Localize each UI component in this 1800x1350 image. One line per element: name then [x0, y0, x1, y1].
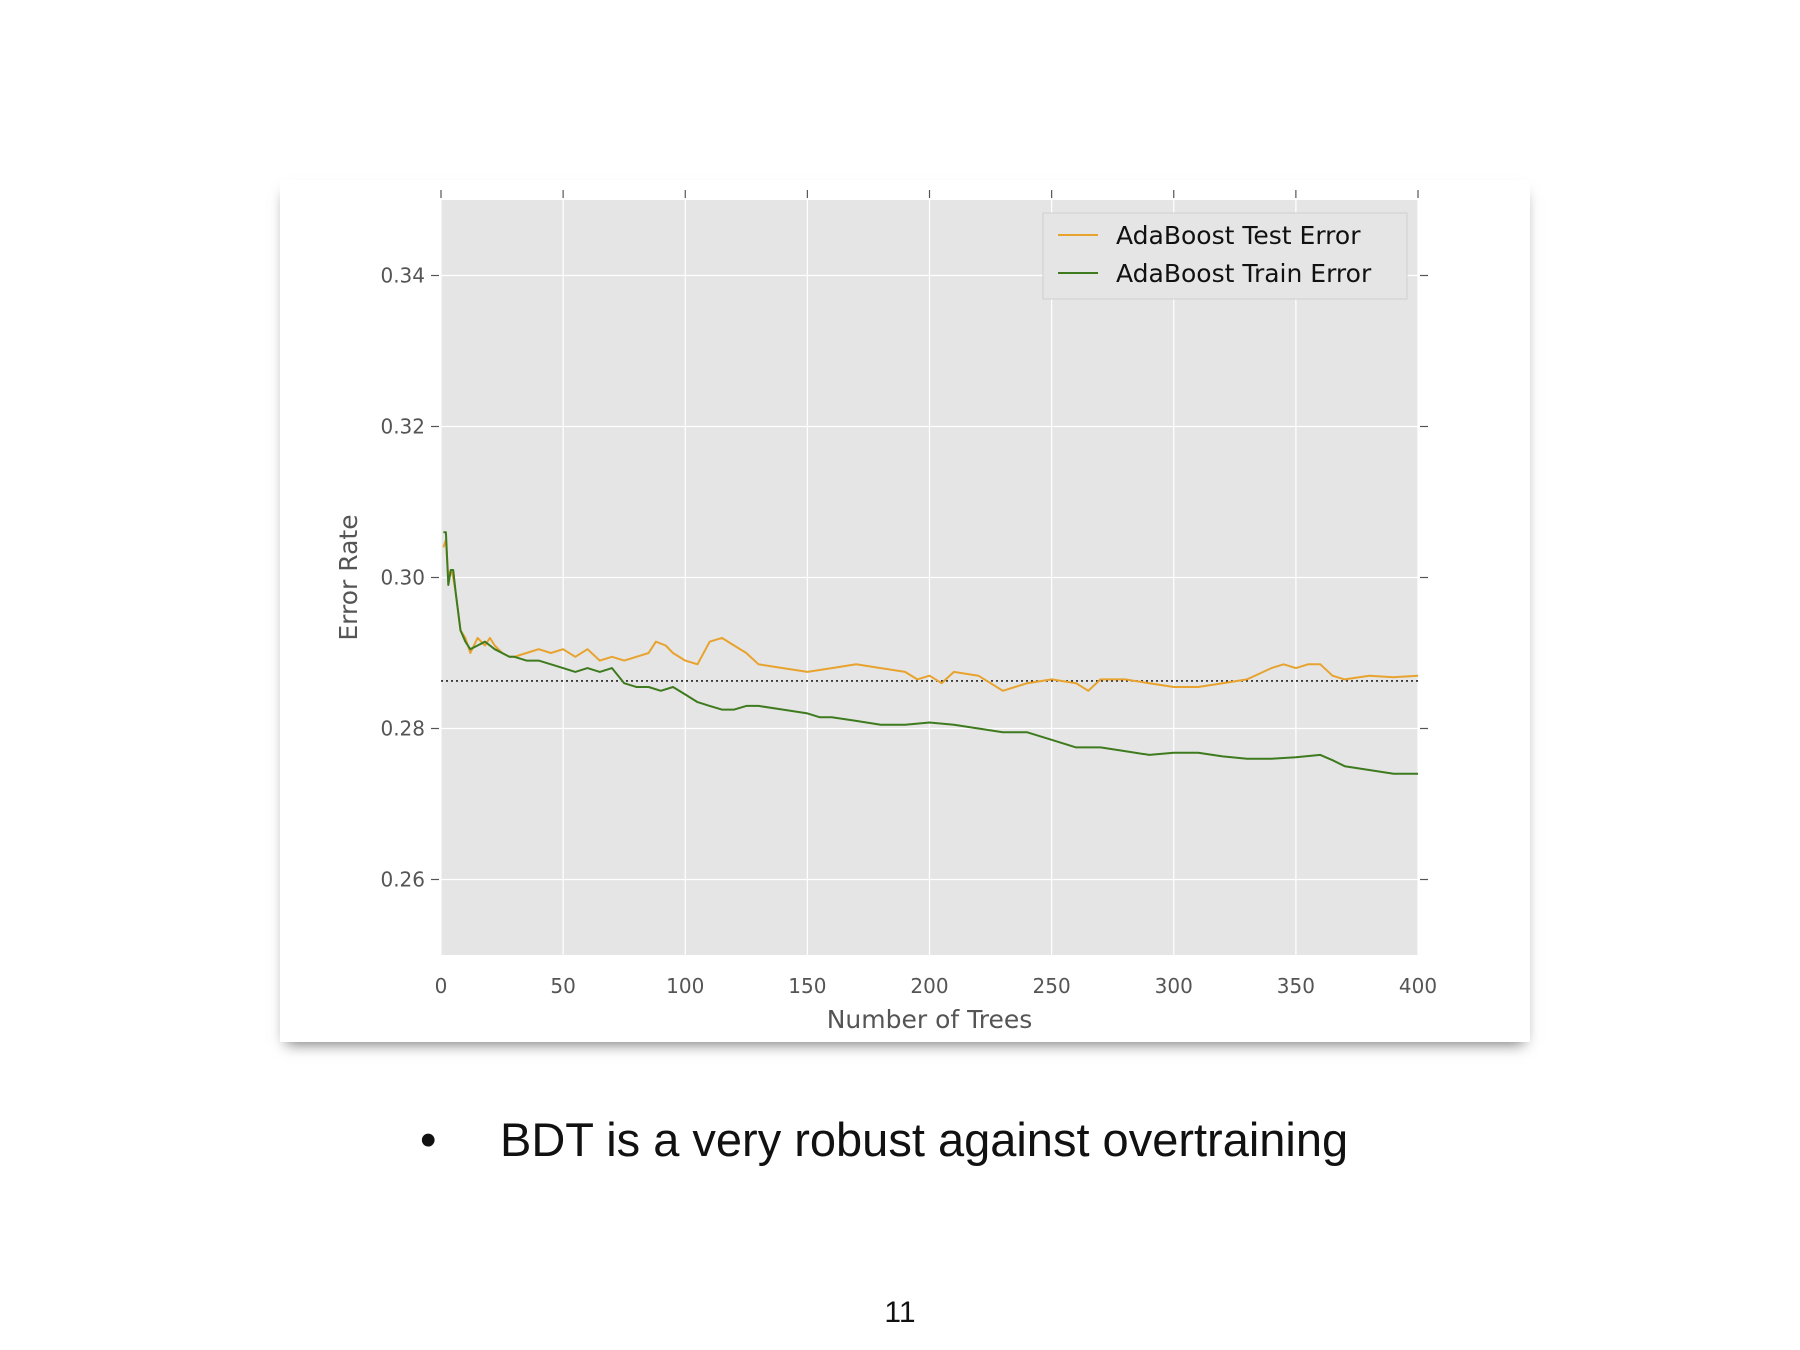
x-tick-label: 0: [435, 974, 448, 998]
bullet-text: BDT is a very robust against overtrainin…: [500, 1113, 1349, 1166]
y-tick-label: 0.34: [380, 264, 425, 288]
bullet-symbol: •: [420, 1113, 437, 1166]
axis-ticks: 0 50 100 150 200 250 300 350 400 0.26 0.28 0.30 0.32…: [380, 190, 1437, 998]
bullet-item: • BDT is a very robust against overtraini…: [420, 1112, 1348, 1167]
x-tick-label: 400: [1399, 974, 1437, 998]
x-tick-label: 100: [666, 974, 704, 998]
x-tick-label: 150: [788, 974, 826, 998]
y-tick-label: 0.32: [380, 415, 425, 439]
data-series: [442, 531, 1419, 775]
legend-box: [1042, 212, 1408, 300]
legend: AdaBoost Test Error AdaBoost Train Error: [1042, 212, 1408, 300]
x-tick-label: 250: [1033, 974, 1071, 998]
series-line-adaboost-test-error: [442, 538, 1419, 692]
series-line-adaboost-train-error: [443, 531, 1418, 775]
legend-entry: AdaBoost Train Error: [1116, 259, 1372, 288]
x-tick-label: 300: [1155, 974, 1193, 998]
x-tick-label: 50: [550, 974, 575, 998]
y-axis-label: Error Rate: [334, 514, 363, 640]
x-tick-label: 350: [1277, 974, 1315, 998]
y-tick-label: 0.30: [380, 566, 425, 590]
y-tick-label: 0.28: [380, 717, 425, 741]
legend-entry: AdaBoost Test Error: [1116, 221, 1361, 250]
y-tick-label: 0.26: [380, 868, 425, 892]
x-axis-label: Number of Trees: [827, 1005, 1033, 1034]
grid-lines: [440, 200, 1419, 955]
page-number: 11: [884, 1296, 916, 1329]
x-tick-label: 200: [910, 974, 948, 998]
